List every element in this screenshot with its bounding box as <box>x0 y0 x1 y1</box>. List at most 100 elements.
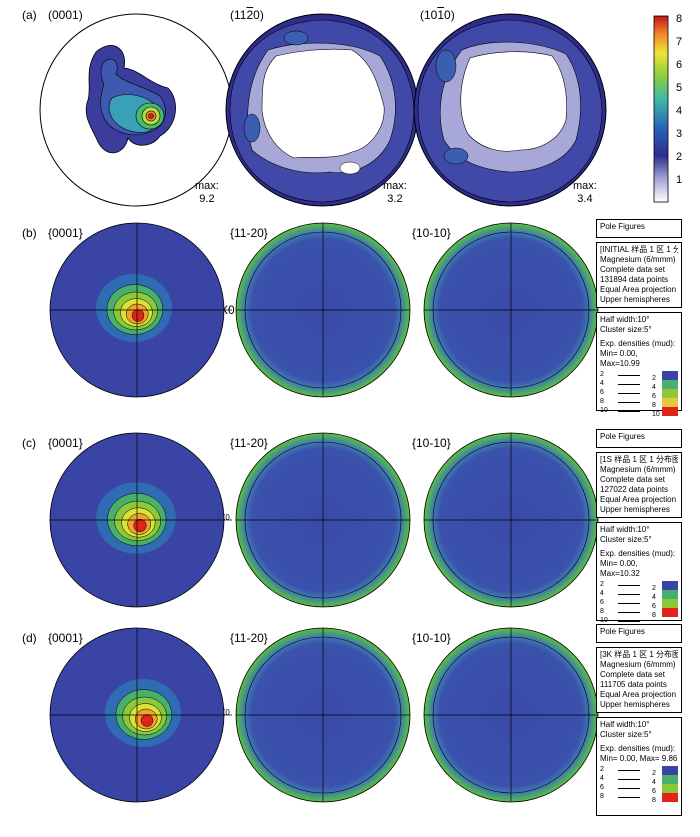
pole-figure-label-10-10: {10-10} <box>412 226 451 240</box>
legend-color-swatch <box>662 371 678 380</box>
legend-info-box: [1S 样品 1 区 1 分布图数据Magnesium (6/mmm)Compl… <box>596 452 682 518</box>
pole-figure-label-0001: (0001) <box>48 8 83 22</box>
legend-info-line: Upper hemispheres <box>600 700 670 709</box>
legend-line-level-label: 4 <box>600 775 604 782</box>
legend-title-box: Pole Figures <box>596 429 682 448</box>
legend-scale: 2 4 6 8 10 2 4 6 8 <box>600 581 678 629</box>
legend-line-sample <box>618 779 640 780</box>
legend-density-box: Half width:10° Cluster size:5° Exp. densit… <box>596 522 682 624</box>
legend-param: Half width:10° <box>600 315 650 324</box>
colorbar-tick: 2 <box>676 151 683 163</box>
colorbar-tick: 8 <box>676 13 683 25</box>
legend-param: Cluster size:5° <box>600 325 652 334</box>
legend-line-sample <box>618 797 640 798</box>
legend-title: Pole Figures <box>600 432 645 441</box>
colorbar-tick: 5 <box>676 82 683 94</box>
legend-scale: 2 4 6 8 2 4 6 8 <box>600 766 678 814</box>
pole-figure-label-11-20: (1120) <box>230 8 264 22</box>
legend-density-title: Exp. densities (mud): <box>600 744 676 753</box>
pole-figure-0001 <box>49 432 232 608</box>
legend-line-sample <box>618 402 640 403</box>
legend-line-level-label: 6 <box>600 389 604 396</box>
legend-color-swatch <box>662 398 678 407</box>
legend-line-level: 6 <box>600 599 640 607</box>
legend-line-level: 6 <box>600 784 640 792</box>
legend-color-swatch <box>662 389 678 398</box>
legend-param: Cluster size:5° <box>600 730 652 739</box>
pole-figure-label-11-20: {11-20} <box>230 226 268 240</box>
legend-line-level: 10 <box>600 617 640 625</box>
legend-line-level-label: 8 <box>600 398 604 405</box>
legend-title-box: Pole Figures <box>596 219 682 238</box>
legend-line-sample <box>618 411 640 412</box>
legend-line-sample <box>618 375 640 376</box>
pole-figure-label-11-20: {11-20} <box>230 436 268 450</box>
colorbar-tick: 6 <box>676 59 683 71</box>
legend-info-line: Equal Area projection <box>600 690 677 699</box>
x-axis-label: X0 <box>220 708 230 717</box>
legend-line-sample <box>618 788 640 789</box>
legend-color-swatch <box>662 599 678 608</box>
legend-line-sample <box>618 770 640 771</box>
panel-label: (d) <box>22 631 37 645</box>
legend-param: Half width:10° <box>600 720 650 729</box>
legend-info-line: 127022 data points <box>600 485 669 494</box>
legend-line-level: 6 <box>600 389 640 397</box>
legend-param: Half width:10° <box>600 525 650 534</box>
y-axis-label: Y0 <box>130 631 145 645</box>
legend-title: Pole Figures <box>600 627 645 636</box>
legend-color-swatch <box>662 380 678 389</box>
legend-density-range: Min= 0.00, Max=10.99 <box>600 349 640 368</box>
legend-title-box: Pole Figures <box>596 624 682 643</box>
legend-info-line: Upper hemispheres <box>600 505 670 514</box>
pole-figure-10-10 <box>423 627 599 803</box>
pole-figure-label-10-10: (1010) <box>420 8 455 22</box>
legend-line-sample <box>618 603 640 604</box>
legend-line-level-label: 6 <box>600 784 604 791</box>
legend-color-swatch <box>662 581 678 590</box>
legend-color-swatch <box>662 793 678 802</box>
legend-info-line: Complete data set <box>600 670 665 679</box>
legend-line-sample <box>618 585 640 586</box>
colorbar-tick: 4 <box>676 105 683 117</box>
pole-figure-11-20 <box>235 627 411 803</box>
pole-figure-label-0001: {0001} <box>48 226 83 240</box>
colorbar-tick: 1 <box>676 174 683 186</box>
pole-figure-11-20 <box>235 222 411 398</box>
legend-bar-level-label: 2 <box>652 375 656 382</box>
legend-line-level-label: 4 <box>600 380 604 387</box>
pole-figure-label-11-20: {11-20} <box>230 631 268 645</box>
legend-bar-level-label: 2 <box>652 585 656 592</box>
legend-param: Cluster size:5° <box>600 535 652 544</box>
legend-color-swatch <box>662 590 678 599</box>
legend-line-level: 4 <box>600 380 640 388</box>
pole-figure-0001 <box>49 222 232 398</box>
legend-line-level-label: 6 <box>600 599 604 606</box>
pole-figure-label-0001: {0001} <box>48 436 83 450</box>
legend-info-line: Magnesium (6/mmm) <box>600 660 676 669</box>
panel-label: (b) <box>22 226 37 240</box>
pole-figure-label-0001: {0001} <box>48 631 83 645</box>
legend-bar-level-label: 4 <box>652 594 656 601</box>
legend-density-range: Min= 0.00, Max=10.32 <box>600 559 640 578</box>
legend-info-line: Complete data set <box>600 475 665 484</box>
legend-bar-level-label: 6 <box>652 603 656 610</box>
legend-line-level-label: 10 <box>600 617 608 624</box>
pole-figure-a-11-20 <box>225 13 419 207</box>
pole-figure-10-10 <box>423 432 599 608</box>
pole-figure-10-10 <box>423 222 599 398</box>
legend-info-line: Equal Area projection <box>600 285 677 294</box>
legend-line-sample <box>618 594 640 595</box>
legend-color-swatch <box>662 775 678 784</box>
legend-bar-level-label: 8 <box>652 797 656 804</box>
legend-info-line: 111705 data points <box>600 680 667 689</box>
legend-line-level: 2 <box>600 581 640 589</box>
pole-figure-label-10-10: {10-10} <box>412 631 451 645</box>
legend-line-sample <box>618 393 640 394</box>
max-label-a-10-10: max: 3.4 <box>573 180 597 205</box>
legend-bar-level-label: 6 <box>652 788 656 795</box>
legend-line-level-label: 8 <box>600 793 604 800</box>
legend-line-level-label: 2 <box>600 581 604 588</box>
legend-bar-level-label: 6 <box>652 393 656 400</box>
legend-line-level: 4 <box>600 775 640 783</box>
